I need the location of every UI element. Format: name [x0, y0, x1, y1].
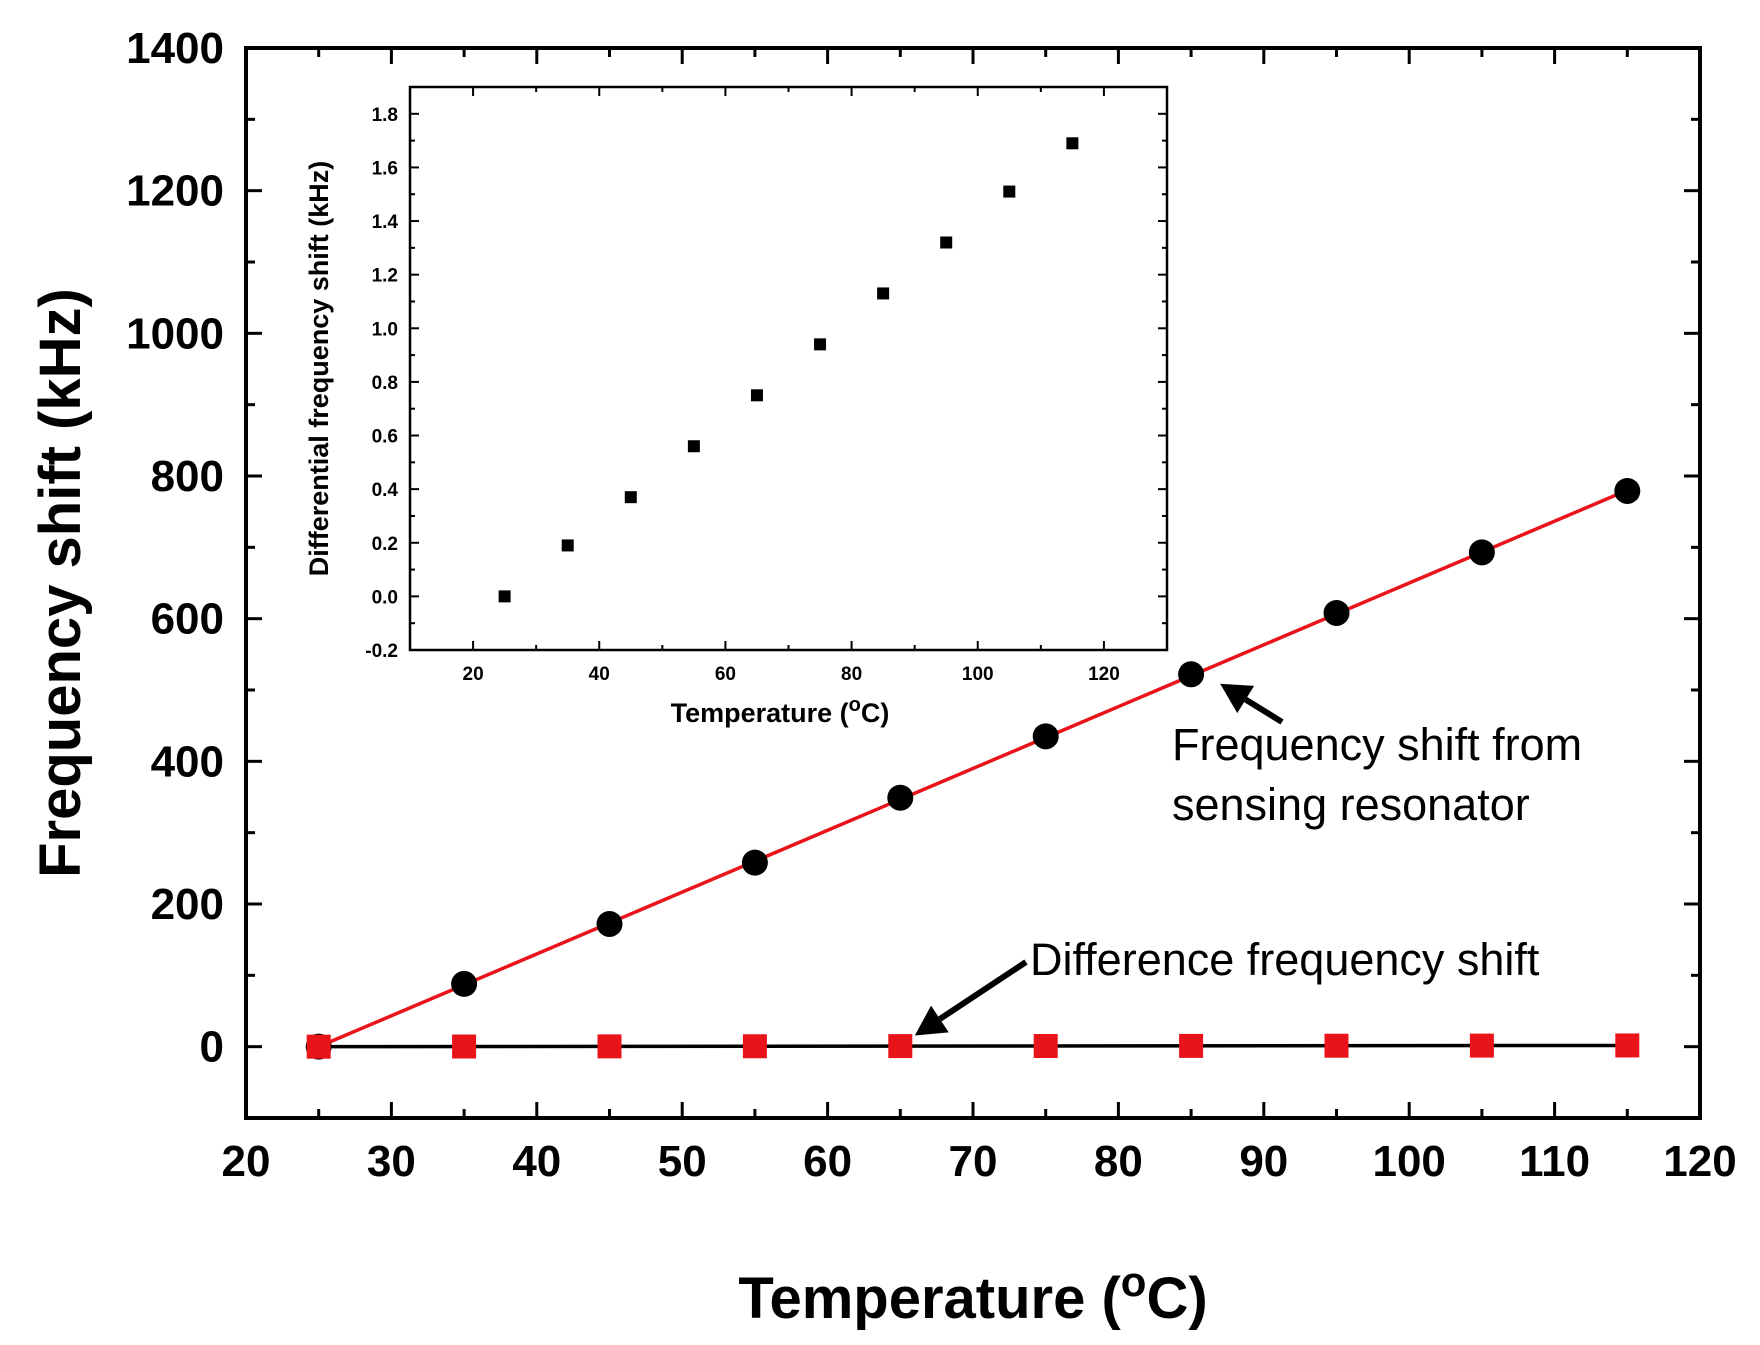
inset-y-tick-label: 0.0 — [372, 587, 398, 608]
inset-y-tick-label: 1.8 — [372, 105, 398, 126]
inset-series-0-point — [940, 236, 953, 249]
inset-x-axis-title-text: Temperature ( — [671, 698, 849, 728]
x-tick-label: 60 — [803, 1137, 852, 1186]
inset-x-tick-label: 100 — [962, 664, 994, 685]
y-tick-label: 800 — [151, 452, 224, 501]
y-axis-title: Frequency shift (kHz) — [28, 288, 93, 878]
x-tick-label: 120 — [1663, 1137, 1736, 1186]
x-tick-label: 90 — [1239, 1137, 1288, 1186]
y-tick-label: 1400 — [126, 24, 224, 73]
annotation-text-line: Frequency shift from — [1172, 719, 1582, 770]
series-1-point — [888, 1034, 913, 1059]
inset-x-axis-title-superscript: o — [849, 694, 861, 716]
series-0-point — [1468, 539, 1495, 566]
y-tick-label: 1000 — [126, 309, 224, 358]
inset-x-axis-title-unit: C) — [861, 698, 890, 728]
series-1-point — [306, 1034, 331, 1059]
inset-y-tick-label: 1.4 — [372, 212, 399, 233]
inset-y-tick-label: 1.2 — [372, 266, 398, 287]
x-tick-label: 50 — [658, 1137, 707, 1186]
inset-series-0-point — [877, 287, 890, 300]
inset-frame — [408, 85, 1169, 652]
series-1-fit-line — [318, 1043, 1628, 1049]
x-tick-label: 70 — [949, 1137, 998, 1186]
y-tick-label: 400 — [151, 737, 224, 786]
inset-series-0-point — [498, 590, 511, 603]
y-tick-label: 600 — [151, 595, 224, 644]
series-1-point — [1324, 1033, 1349, 1058]
inset-x-tick-label: 120 — [1088, 664, 1120, 685]
x-axis-title-unit: C) — [1146, 1266, 1207, 1331]
series-1-point — [1179, 1033, 1204, 1058]
series-0-point — [887, 784, 914, 811]
annotation-arrow-shaft — [938, 959, 1028, 1022]
annotation-arrow-shaft — [1244, 696, 1284, 725]
x-tick-label: 40 — [512, 1137, 561, 1186]
inset-x-tick-label: 40 — [589, 664, 610, 685]
series-0-point — [1032, 723, 1059, 750]
x-tick-label: 100 — [1372, 1137, 1445, 1186]
x-tick-label: 110 — [1519, 1137, 1590, 1186]
x-tick-label: 80 — [1094, 1137, 1143, 1186]
series-1-point — [1615, 1033, 1640, 1058]
series-0-point — [1614, 477, 1641, 504]
x-tick-label: 20 — [222, 1137, 271, 1186]
series-0-point — [451, 970, 478, 997]
inset-y-axis-title: Differential frequency shift (kHz) — [304, 161, 334, 577]
inset-series-0-point — [624, 491, 637, 504]
main-plot: 20 30 40 50 60 70 80 90 100 110 120020040060080010… — [28, 24, 1737, 1331]
series-1-point — [452, 1034, 477, 1059]
series-0-point — [596, 910, 623, 937]
inset-y-tick-label: 1.6 — [372, 158, 398, 179]
x-axis-title-superscript: o — [1121, 1258, 1147, 1305]
inset-y-tick-label: 0.6 — [372, 427, 398, 448]
annotation-text-line: sensing resonator — [1172, 779, 1530, 830]
inset-series-0-point — [1066, 137, 1079, 150]
inset-plot: 20 40 60 80 100 120 -0.2 0.0 0.2 0.4 0.6 0.8 1.0 1.2 1… — [304, 85, 1169, 728]
inset-series-0-point — [687, 440, 700, 453]
inset-series-0-point — [814, 338, 827, 351]
annotation-arrow-head — [914, 1005, 949, 1036]
annotation-text-line: Difference frequency shift — [1030, 934, 1540, 985]
y-tick-label: 1200 — [126, 167, 224, 216]
inset-y-tick-label: -0.2 — [365, 641, 398, 662]
y-tick-label: 0 — [200, 1023, 224, 1072]
x-tick-label: 30 — [367, 1137, 416, 1186]
annotation-arrow-head — [1220, 683, 1255, 714]
inset-y-tick-label: 0.2 — [372, 534, 398, 555]
annotations: Frequency shift from sensing resonator Dif… — [914, 683, 1582, 1036]
inset-x-tick-label: 20 — [463, 664, 484, 685]
inset-series-0-point — [750, 389, 763, 402]
x-axis-title: Temperature (oC) — [738, 1258, 1207, 1331]
series-0-point — [1178, 661, 1205, 688]
series-1-point — [742, 1034, 767, 1059]
series-0-point — [741, 849, 768, 876]
y-tick-label: 200 — [151, 880, 224, 929]
series-1-point — [1469, 1033, 1494, 1058]
series-0-point — [1323, 599, 1350, 626]
inset-y-tick-label: 0.4 — [372, 480, 399, 501]
x-axis-title-text: Temperature ( — [738, 1266, 1121, 1331]
inset-x-axis-title: Temperature (oC) — [671, 694, 890, 728]
inset-x-tick-label: 60 — [715, 664, 736, 685]
inset-series-0-point — [561, 539, 574, 552]
series-1-point — [1033, 1034, 1058, 1059]
series-0-fit-line — [318, 488, 1628, 1049]
inset-y-tick-label: 0.8 — [372, 373, 398, 394]
inset-x-tick-label: 80 — [841, 664, 862, 685]
inset-y-tick-label: 1.0 — [372, 319, 398, 340]
inset-series-0-point — [1003, 185, 1016, 198]
series-1-point — [597, 1034, 622, 1059]
